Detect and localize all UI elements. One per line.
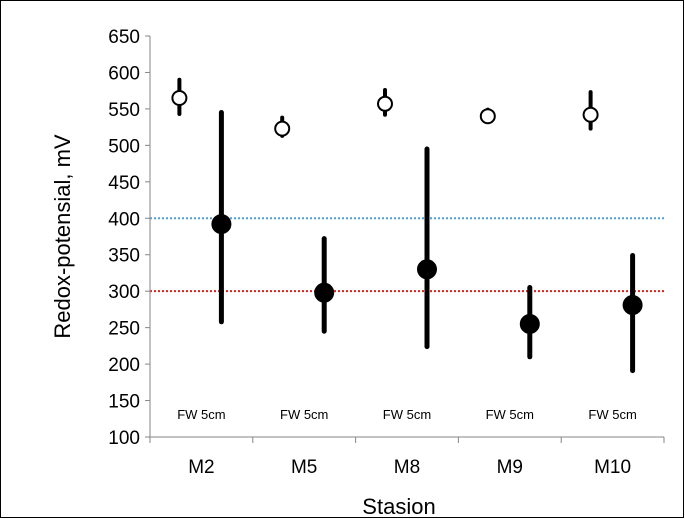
cm5-point: [519, 313, 540, 334]
cm5-point: [622, 295, 643, 316]
cm5-point: [314, 282, 335, 303]
x-axis-title: Stasion: [362, 494, 435, 519]
y-tick-label: 600: [108, 63, 140, 84]
y-tick-label: 200: [108, 355, 140, 376]
data-marks: [171, 77, 643, 374]
category-labels: M2 M5 M8 M9 M10: [188, 457, 631, 478]
depth-label: FW 5cm: [588, 407, 636, 422]
y-tick-label: 400: [108, 209, 140, 230]
depth-label: FW 5cm: [280, 407, 328, 422]
y-tick-label: 550: [108, 100, 140, 121]
y-tick-label: 100: [108, 428, 140, 449]
y-tick-label: 250: [108, 319, 140, 340]
x-ticks: [149, 437, 665, 443]
category-label-m10: M10: [594, 457, 631, 478]
reference-lines: [150, 217, 664, 293]
y-tick-label: 650: [108, 27, 140, 48]
y-tick-label: 300: [108, 282, 140, 303]
depth-label: FW 5cm: [177, 407, 225, 422]
fw-point: [582, 106, 599, 123]
y-tick-label: 150: [108, 392, 140, 413]
y-tick-label: 450: [108, 173, 140, 194]
fw-point: [274, 120, 291, 137]
depth-label: FW 5cm: [383, 407, 431, 422]
category-label-m5: M5: [291, 457, 317, 478]
depth-label: FW 5cm: [486, 407, 534, 422]
category-label-m9: M9: [497, 457, 523, 478]
depth-labels: FW 5cm FW 5cm FW 5cm FW 5cm FW 5cm: [177, 407, 637, 422]
cm5-point: [417, 259, 437, 280]
y-ticks: 100 150 200 250 300 350 400 450 500 550 600 650: [108, 27, 150, 449]
fw-point: [377, 95, 393, 112]
fw-point: [171, 89, 188, 106]
axes: [149, 36, 664, 438]
category-label-m2: M2: [188, 457, 214, 478]
category-label-m8: M8: [394, 457, 420, 478]
cm5-point: [211, 214, 232, 235]
y-tick-label: 350: [108, 246, 140, 267]
y-tick-label: 500: [108, 136, 140, 157]
fw-point: [479, 108, 496, 125]
y-axis-title: Redox-potensial, mV: [50, 134, 75, 339]
